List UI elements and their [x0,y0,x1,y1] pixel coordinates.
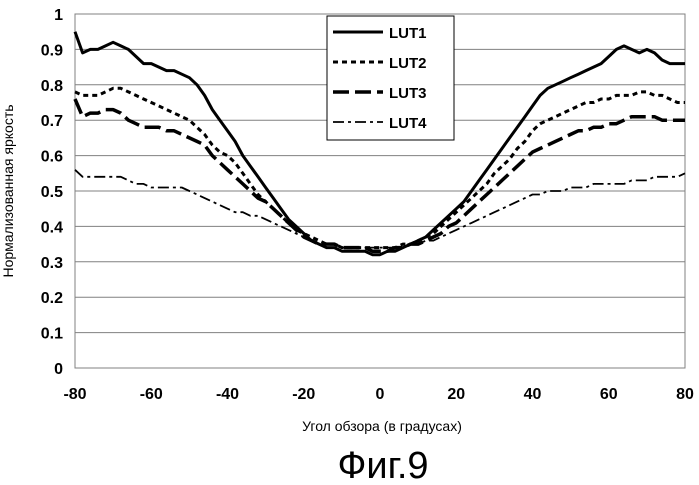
series-line-lut1 [73,31,685,257]
x-tick-label: -40 [216,386,239,403]
y-tick-label: 0.2 [41,290,63,307]
y-tick-label: 1 [54,7,63,24]
y-tick-label: 0.3 [41,255,63,272]
series-line-lut3 [73,98,685,253]
x-axis-label: Угол обзора (в градусах) [302,418,462,434]
legend-label-lut4: LUT4 [389,115,427,132]
legend-label-lut3: LUT3 [389,85,427,102]
y-tick-label: 0.5 [41,184,63,201]
x-tick-label: 80 [676,386,694,403]
series-lines [73,31,686,257]
y-tick-label: 0.7 [41,113,63,130]
plot-border [74,13,686,369]
y-axis-label: Нормализованная яркость [0,104,16,277]
series-line-lut2 [74,86,685,250]
legend-label-lut1: LUT1 [389,25,427,42]
y-tick-labels: 0 0.1 0.2 0.3 0.4 0.5 0.6 0.7 0.8 0.9 1 [41,7,63,378]
figure-caption: Фиг.9 [337,445,428,485]
y-tick-label: 0.6 [41,149,63,166]
x-tick-label: 60 [600,386,618,403]
x-tick-label: 0 [376,386,385,403]
x-tick-label: 20 [447,386,465,403]
legend-label-lut2: LUT2 [389,55,427,72]
y-tick-label: 0.9 [41,42,63,59]
series-line-lut4 [74,169,686,249]
x-tick-label: -60 [140,386,163,403]
y-tick-label: 0 [54,361,63,378]
x-tick-label: -20 [292,386,315,403]
y-tick-label: 0.8 [41,78,63,95]
y-tick-label: 0.4 [41,219,63,236]
y-tick-label: 0.1 [41,326,63,343]
x-tick-label: -80 [63,386,86,403]
x-tick-labels: -80 -60 -40 -20 0 20 40 60 80 [63,386,694,403]
legend-box [326,15,455,141]
legend: LUT1 LUT2 LUT3 LUT4 [326,15,455,141]
plot-area-frame [74,13,686,369]
x-tick-label: 40 [524,386,542,403]
